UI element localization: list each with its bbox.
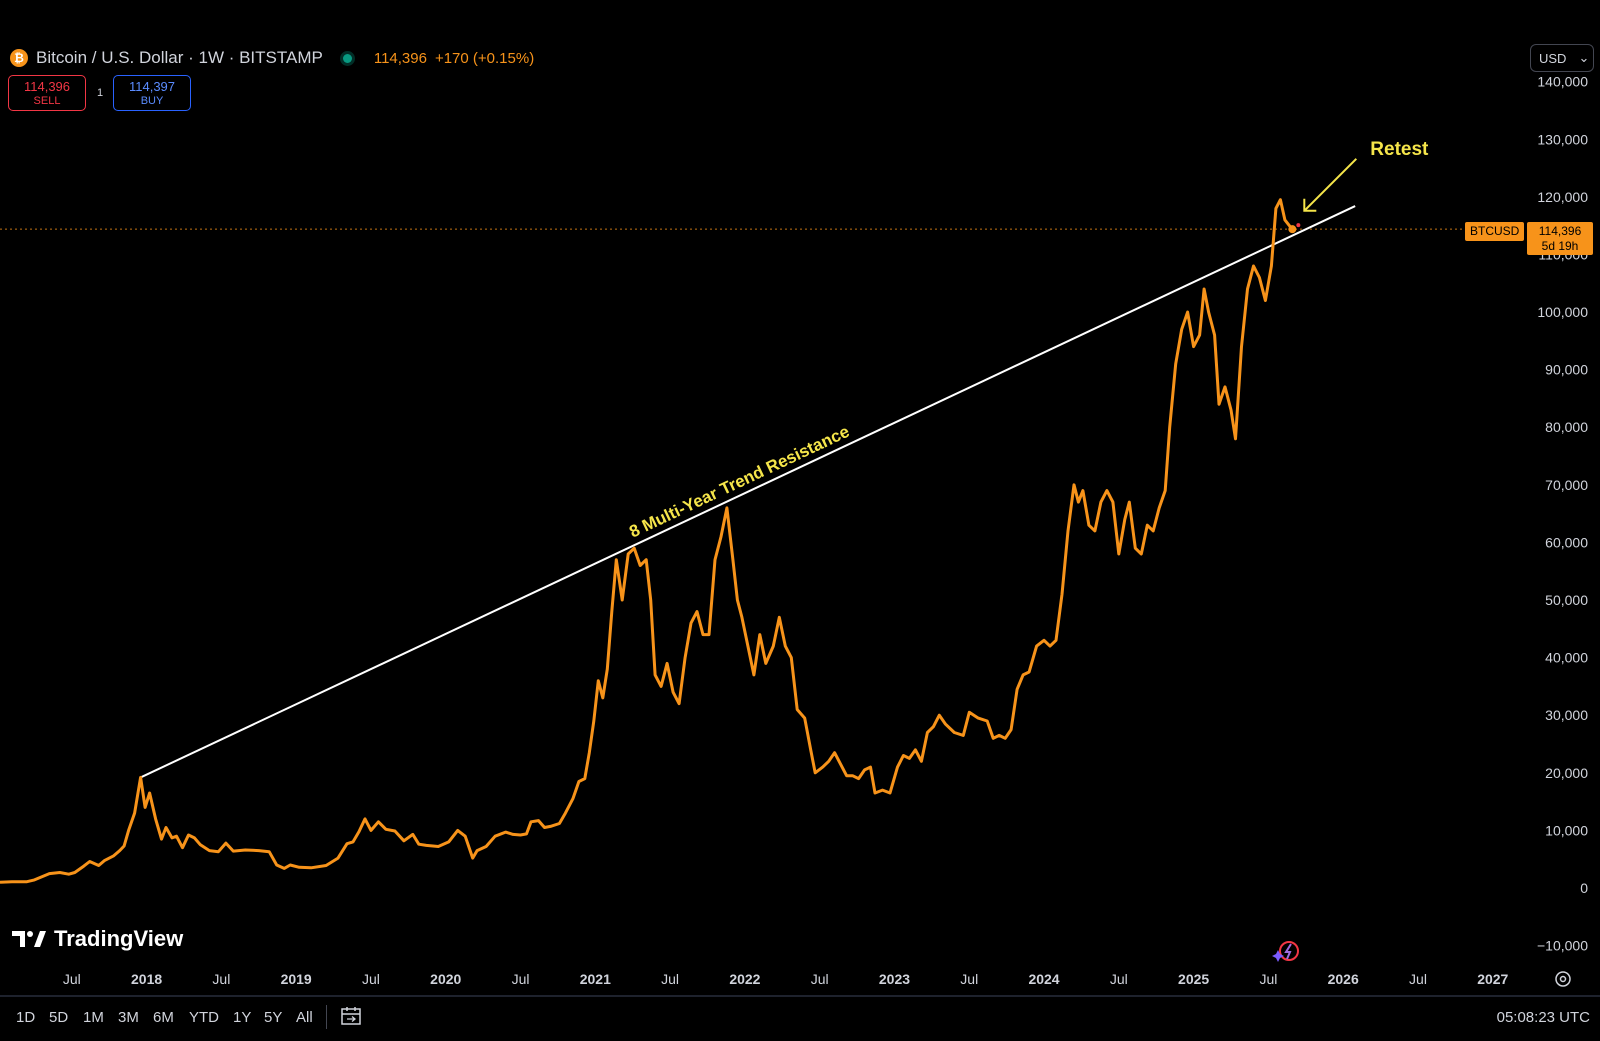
symbol-price-tag: BTCUSD xyxy=(1465,222,1525,241)
x-tick-label: Jul xyxy=(212,971,230,987)
last-price-tag: 114,396 5d 19h xyxy=(1527,222,1593,255)
bar-countdown: 5d 19h xyxy=(1541,239,1579,253)
y-tick-label: 100,000 xyxy=(1537,304,1588,320)
live-marker-dot xyxy=(1296,223,1301,228)
y-tick-label: 0 xyxy=(1580,880,1588,896)
x-tick-label: 2023 xyxy=(879,971,910,987)
buy-label: BUY xyxy=(140,95,164,107)
sparkle-lightning-icon[interactable] xyxy=(1272,938,1302,964)
last-price-value: 114,396 xyxy=(1538,224,1582,238)
y-tick-label: 90,000 xyxy=(1545,362,1588,378)
x-tick-label: 2025 xyxy=(1178,971,1209,987)
currency-label: USD xyxy=(1539,50,1567,66)
symbol-header: ₿ Bitcoin / U.S. Dollar · 1W · BITSTAMP … xyxy=(10,46,534,70)
x-axis: Jul 2018 Jul 2019 Jul 2020 Jul 2021 Jul 2022 Jul 20… xyxy=(63,971,1509,987)
x-tick-label: 2022 xyxy=(729,971,760,987)
y-tick-label: −10,000 xyxy=(1537,938,1588,954)
y-tick-label: 30,000 xyxy=(1545,707,1588,723)
range-6m-button[interactable]: 6M xyxy=(153,1009,174,1026)
y-tick-label: 80,000 xyxy=(1545,419,1588,435)
x-tick-label: Jul xyxy=(1110,971,1128,987)
range-1m-button[interactable]: 1M xyxy=(83,1009,104,1026)
settings-icon[interactable] xyxy=(1554,970,1572,988)
x-tick-label: Jul xyxy=(362,971,380,987)
y-tick-label: 60,000 xyxy=(1545,534,1588,550)
y-tick-label: 50,000 xyxy=(1545,592,1588,608)
range-5y-button[interactable]: 5Y xyxy=(264,1009,283,1026)
x-tick-label: 2026 xyxy=(1328,971,1359,987)
range-5d-button[interactable]: 5D xyxy=(49,1009,69,1026)
header-change: +170 (+0.15%) xyxy=(434,49,535,67)
y-tick-label: 140,000 xyxy=(1537,74,1588,90)
x-tick-label: 2019 xyxy=(281,971,312,987)
sell-price: 114,396 xyxy=(23,79,71,94)
sell-button[interactable]: 114,396 SELL xyxy=(8,75,86,111)
x-tick-label: Jul xyxy=(63,971,81,987)
buy-price: 114,397 xyxy=(128,79,176,94)
retest-label: Retest xyxy=(1370,139,1429,160)
retest-arrow xyxy=(1303,158,1358,212)
x-tick-label: Jul xyxy=(661,971,679,987)
last-price-dot xyxy=(1288,225,1297,234)
y-tick-label: 10,000 xyxy=(1545,822,1588,838)
price-series-line xyxy=(0,198,1294,884)
sell-label: SELL xyxy=(33,95,61,107)
range-ytd-button[interactable]: YTD xyxy=(189,1009,219,1026)
toolbar-divider xyxy=(326,1005,327,1029)
range-all-button[interactable]: All xyxy=(296,1009,313,1026)
x-tick-label: Jul xyxy=(512,971,530,987)
x-tick-label: 2027 xyxy=(1477,971,1508,987)
y-tick-label: 120,000 xyxy=(1537,189,1588,205)
y-tick-label: 40,000 xyxy=(1545,650,1588,666)
range-3m-button[interactable]: 3M xyxy=(118,1009,139,1026)
y-tick-label: 130,000 xyxy=(1537,131,1588,147)
y-tick-label: 20,000 xyxy=(1545,765,1588,781)
buy-button[interactable]: 114,397 BUY xyxy=(113,75,191,111)
trendline-label: 8 Multi-Year Trend Resistance xyxy=(626,422,852,542)
header-price: 114,396 xyxy=(373,49,427,67)
range-1d-button[interactable]: 1D xyxy=(16,1009,36,1026)
x-tick-label: Jul xyxy=(1409,971,1427,987)
symbol-title[interactable]: Bitcoin / U.S. Dollar · 1W · BITSTAMP xyxy=(36,48,323,67)
x-tick-label: 2018 xyxy=(131,971,162,987)
retest-arrowhead xyxy=(1303,198,1317,212)
y-axis: 140,000130,000120,000110,000100,00090,00… xyxy=(1537,74,1588,954)
currency-select[interactable]: USD ⌄ xyxy=(1530,44,1594,72)
x-tick-label: 2020 xyxy=(430,971,461,987)
x-tick-label: Jul xyxy=(1259,971,1277,987)
chart-area[interactable]: 140,000 130,000 120,000 1 10,000 100,000 90,00… xyxy=(0,0,1600,995)
y-tick-label: 70,000 xyxy=(1545,477,1588,493)
range-1y-button[interactable]: 1Y xyxy=(233,1009,252,1026)
clock-utc[interactable]: 05:08:23 UTC xyxy=(1496,1009,1590,1026)
chevron-down-icon: ⌄ xyxy=(1578,50,1590,65)
x-tick-label: Jul xyxy=(960,971,978,987)
spread-value: 1 xyxy=(97,87,104,99)
tradingview-brand-name: TradingView xyxy=(54,926,184,951)
x-tick-label: 2021 xyxy=(580,971,611,987)
tradingview-logo-icon xyxy=(12,931,46,947)
x-tick-label: Jul xyxy=(811,971,829,987)
calendar-range-icon[interactable] xyxy=(340,1005,362,1027)
tradingview-logo[interactable]: TradingView xyxy=(12,926,183,952)
bottom-toolbar: 1D 5D 1M 3M 6M YTD 1Y 5Y All 05:08:23 UT… xyxy=(0,995,1600,1041)
market-open-dot-icon xyxy=(342,53,352,63)
trendline[interactable] xyxy=(140,205,1356,779)
x-tick-label: 2024 xyxy=(1028,971,1059,987)
bitcoin-logo-icon: ₿ xyxy=(10,49,28,67)
